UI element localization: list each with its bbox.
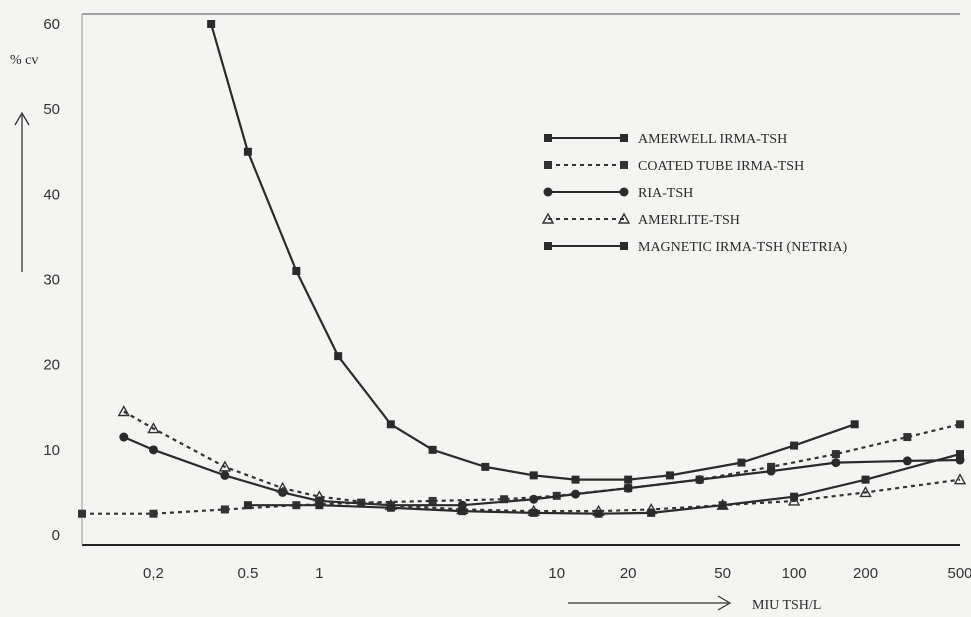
data-point <box>428 496 437 505</box>
data-point <box>859 485 872 498</box>
axes <box>81 13 960 546</box>
data-point <box>529 508 538 517</box>
data-point <box>790 441 799 450</box>
y-tick-label: 10 <box>43 442 60 459</box>
data-point <box>695 475 705 485</box>
data-point <box>481 462 490 471</box>
data-point <box>313 490 326 502</box>
series-group <box>243 450 964 518</box>
data-point <box>850 420 859 429</box>
data-point <box>386 420 395 429</box>
y-axis-arrow-head <box>14 111 30 126</box>
legend-label: COATED TUBE IRMA-TSH <box>638 159 804 174</box>
x-tick-label: 500 <box>947 565 971 582</box>
data-point <box>665 471 674 480</box>
legend-marker <box>544 161 552 169</box>
data-point <box>647 508 656 517</box>
x-tick-label: 200 <box>853 565 878 582</box>
series-group <box>119 432 965 510</box>
data-point <box>831 458 841 468</box>
y-tick-label: 50 <box>43 101 60 118</box>
legend-marker <box>620 161 628 169</box>
data-point <box>78 509 86 518</box>
data-point <box>117 405 130 417</box>
data-point <box>623 483 633 493</box>
legend-marker <box>617 212 631 224</box>
y-tick-label: 30 <box>43 272 60 289</box>
data-point <box>386 503 395 512</box>
x-tick-label: 100 <box>782 565 807 582</box>
data-point <box>953 473 967 485</box>
y-tick-label: 40 <box>43 186 60 203</box>
legend-marker <box>543 187 553 197</box>
data-point <box>571 475 580 484</box>
series-group <box>78 420 964 518</box>
data-point <box>790 492 799 501</box>
data-point <box>529 471 538 480</box>
data-point <box>861 475 870 484</box>
data-point <box>831 450 840 459</box>
data-point <box>718 501 727 510</box>
data-point <box>571 489 581 499</box>
series-line <box>123 436 961 507</box>
y-axis-label: % cv <box>10 53 38 68</box>
x-axis-label: MIU TSH/L <box>752 598 821 613</box>
data-point <box>594 509 603 518</box>
series-line <box>210 23 856 481</box>
data-point <box>218 460 232 472</box>
y-tick-label: 20 <box>43 357 60 374</box>
legend-label: RIA-TSH <box>638 186 693 201</box>
data-point <box>500 495 509 504</box>
x-tick-labels: 0,2 0.5 1 10 20 50 100 200 500 <box>143 565 971 582</box>
series-group <box>207 20 859 484</box>
series-layer <box>78 20 967 518</box>
data-point <box>207 20 216 28</box>
data-point <box>315 501 324 510</box>
data-point <box>276 481 289 493</box>
legend-marker <box>620 242 628 250</box>
data-point <box>147 422 160 434</box>
data-point <box>148 445 158 455</box>
x-tick-label: 0.5 <box>237 565 258 582</box>
data-point <box>243 501 252 510</box>
legend-marker <box>544 134 552 142</box>
x-tick-label: 0,2 <box>143 565 164 582</box>
data-point <box>334 352 343 361</box>
data-point <box>737 458 746 467</box>
x-tick-label: 1 <box>315 565 323 582</box>
data-point <box>292 266 301 275</box>
legend-marker <box>620 134 628 142</box>
data-point <box>119 432 129 442</box>
x-tick-label: 50 <box>714 565 731 582</box>
data-point <box>428 445 437 454</box>
legend-label: AMERWELL IRMA-TSH <box>638 132 787 147</box>
data-point <box>458 507 467 516</box>
y-tick-label: 0 <box>52 527 60 544</box>
data-point <box>902 456 912 466</box>
data-point <box>220 470 230 480</box>
data-point <box>149 509 158 518</box>
data-point <box>624 475 633 484</box>
y-tick-label: 60 <box>43 16 60 33</box>
y-tick-labels: 0 10 20 30 40 50 60 <box>43 16 60 544</box>
data-point <box>956 450 964 459</box>
x-axis-arrow-head <box>717 595 732 611</box>
legend-marker <box>544 242 552 250</box>
x-tick-label: 20 <box>620 565 637 582</box>
legend-label: AMERLITE-TSH <box>638 213 740 228</box>
legend-label: MAGNETIC IRMA-TSH (NETRIA) <box>638 240 848 255</box>
legend-marker <box>619 187 629 197</box>
data-point <box>903 433 912 442</box>
data-point <box>956 420 964 429</box>
data-point <box>766 466 776 476</box>
data-point <box>529 494 539 504</box>
series-line <box>123 410 961 513</box>
legend: AMERWELL IRMA-TSH COATED TUBE IRMA-TSH RIA… <box>541 132 848 255</box>
data-point <box>220 505 229 514</box>
x-tick-label: 10 <box>548 565 565 582</box>
legend-marker <box>541 212 555 224</box>
data-point <box>243 147 252 156</box>
